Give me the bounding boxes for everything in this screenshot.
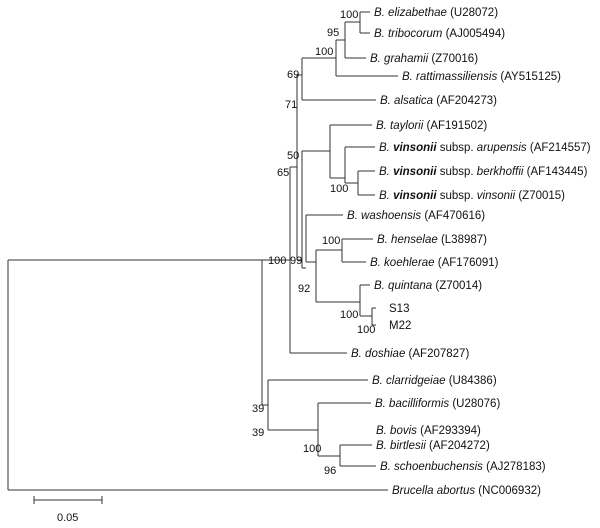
tree-branches	[7, 11, 398, 491]
bootstrap-value: 100	[315, 46, 333, 58]
leaf-label-part: B. alsatica	[380, 95, 433, 107]
leaf-label-taylorii: B. taylorii (AF191502)	[376, 120, 487, 132]
leaf-label-part: B. tribocorum	[374, 28, 443, 40]
leaf-label-part: B. elizabethae	[374, 7, 447, 19]
leaf-label-grahamii: B. grahamii (Z70016)	[370, 53, 478, 65]
leaf-label-part: (AF143445)	[523, 166, 587, 178]
bootstrap-value: 100	[322, 235, 340, 247]
leaf-label-part: B. bacilliformis	[375, 398, 449, 410]
leaf-label-part: berkhoffii	[477, 166, 524, 178]
leaf-label-part: (L38987)	[438, 234, 487, 246]
bootstrap-values: 100 95 100 69 71 50 100 65 100 99 100 92…	[252, 9, 375, 477]
leaf-label-part: Brucella abortus	[392, 485, 475, 497]
leaf-label-part: B. bovis	[376, 425, 417, 437]
leaf-label-part: (Z70015)	[515, 190, 565, 202]
leaf-label-quintana: B. quintana (Z70014)	[374, 280, 482, 292]
leaf-label-part: (U84386)	[446, 375, 497, 387]
bootstrap-value: 92	[298, 283, 310, 295]
leaf-label-part: B. grahamii	[370, 53, 429, 65]
leaf-label-part: (AY515125)	[497, 71, 561, 83]
leaf-label-bacilliformis: B. bacilliformis (U28076)	[375, 398, 500, 410]
leaf-label-part: B. doshiae	[351, 348, 405, 360]
leaf-label-doshiae: B. doshiae (AF207827)	[351, 348, 469, 360]
leaf-label-part: (AF191502)	[423, 120, 487, 132]
leaf-label-part: B. birtlesii	[376, 440, 426, 452]
leaf-label-part: (AF293394)	[417, 425, 481, 437]
bootstrap-value: 71	[285, 99, 297, 111]
leaf-label-elizabethae: B. elizabethae (U28072)	[374, 7, 498, 19]
leaf-label-part: S13	[389, 303, 409, 315]
leaf-label-koehlerae: B. koehlerae (AF176091)	[370, 257, 499, 269]
leaf-label-m22: M22	[389, 320, 411, 332]
leaf-label-part: B. schoenbuchensis	[380, 461, 483, 473]
leaf-label-part: vinsonii	[393, 142, 437, 154]
leaf-label-part: vinsonii	[477, 190, 516, 202]
leaf-label-part: (U28072)	[447, 7, 498, 19]
leaf-label-part: (AF204273)	[433, 95, 497, 107]
leaf-label-part: subsp.	[437, 166, 477, 178]
leaf-label-arupensis: B. vinsonii subsp. arupensis (AF214557)	[379, 142, 591, 154]
leaf-label-schoenbuchensis: B. schoenbuchensis (AJ278183)	[380, 461, 546, 473]
leaf-label-part: B. henselae	[377, 234, 438, 246]
leaf-label-part: (AF214557)	[527, 142, 591, 154]
leaf-label-part: (Z70014)	[432, 280, 482, 292]
leaf-label-alsatica: B. alsatica (AF204273)	[380, 95, 497, 107]
leaf-label-part: (AF470616)	[421, 210, 485, 222]
leaf-label-part: B. taylorii	[376, 120, 424, 132]
leaf-label-part: vinsonii	[393, 166, 437, 178]
leaf-label-part: M22	[389, 320, 411, 332]
leaf-label-part: (NC006932)	[475, 485, 541, 497]
leaf-label-vinsonii: B. vinsonii subsp. vinsonii (Z70015)	[379, 190, 565, 202]
leaf-label-part: (U28076)	[449, 398, 500, 410]
leaf-label-washoensis: B. washoensis (AF470616)	[347, 210, 485, 222]
bootstrap-value: 100	[330, 183, 348, 195]
leaf-label-part: B.	[379, 142, 393, 154]
bootstrap-value: 50	[287, 150, 299, 162]
leaf-label-s13: S13	[389, 303, 409, 315]
leaf-label-part: B. clarridgeiae	[372, 375, 446, 387]
leaf-label-berkhoffii: B. vinsonii subsp. berkhoffii (AF143445)	[379, 166, 588, 178]
bootstrap-value: 100	[340, 9, 358, 21]
leaf-label-part: B.	[379, 190, 393, 202]
scale-bar: 0.05	[33, 496, 103, 524]
leaf-label-part: (AJ005494)	[442, 28, 505, 40]
bootstrap-value: 96	[324, 465, 336, 477]
leaf-label-part: B. koehlerae	[370, 257, 435, 269]
bootstrap-value: 100	[268, 255, 286, 267]
leaf-label-birtlesii: B. birtlesii (AF204272)	[376, 440, 490, 452]
leaf-label-henselae: B. henselae (L38987)	[377, 234, 487, 246]
bootstrap-value: 69	[287, 69, 299, 81]
bootstrap-value: 100	[303, 443, 321, 455]
leaf-label-part: B. rattimassiliensis	[402, 71, 497, 83]
leaf-labels: B. elizabethae (U28072) B. tribocorum (A…	[347, 7, 591, 497]
leaf-label-part: subsp.	[437, 142, 477, 154]
leaf-label-part: (AF207827)	[405, 348, 469, 360]
bootstrap-value: 100	[340, 309, 358, 321]
leaf-label-part: (Z70016)	[428, 53, 478, 65]
leaf-label-part: B.	[379, 166, 393, 178]
bootstrap-value: 65	[277, 167, 289, 179]
scale-bar-label: 0.05	[57, 512, 78, 524]
leaf-label-part: (AJ278183)	[483, 461, 546, 473]
leaf-label-part: (AF204272)	[426, 440, 490, 452]
bootstrap-value: 95	[327, 27, 339, 39]
leaf-label-brucella: Brucella abortus (NC006932)	[392, 485, 541, 497]
bootstrap-value: 100	[357, 324, 375, 336]
leaf-label-part: subsp.	[437, 190, 477, 202]
leaf-label-rattimassiliensis: B. rattimassiliensis (AY515125)	[402, 71, 561, 83]
leaf-label-part: B. quintana	[374, 280, 432, 292]
leaf-label-part: vinsonii	[393, 190, 437, 202]
leaf-label-part: B. washoensis	[347, 210, 421, 222]
bootstrap-value: 39	[252, 403, 264, 415]
bootstrap-value: 39	[252, 427, 264, 439]
leaf-label-part: arupensis	[477, 142, 527, 154]
leaf-label-clarridgeiae: B. clarridgeiae (U84386)	[372, 375, 497, 387]
leaf-label-tribocorum: B. tribocorum (AJ005494)	[374, 28, 505, 40]
leaf-label-part: (AF176091)	[435, 257, 499, 269]
leaf-label-bovis: B. bovis (AF293394)	[376, 425, 481, 437]
bootstrap-value: 99	[290, 255, 302, 267]
